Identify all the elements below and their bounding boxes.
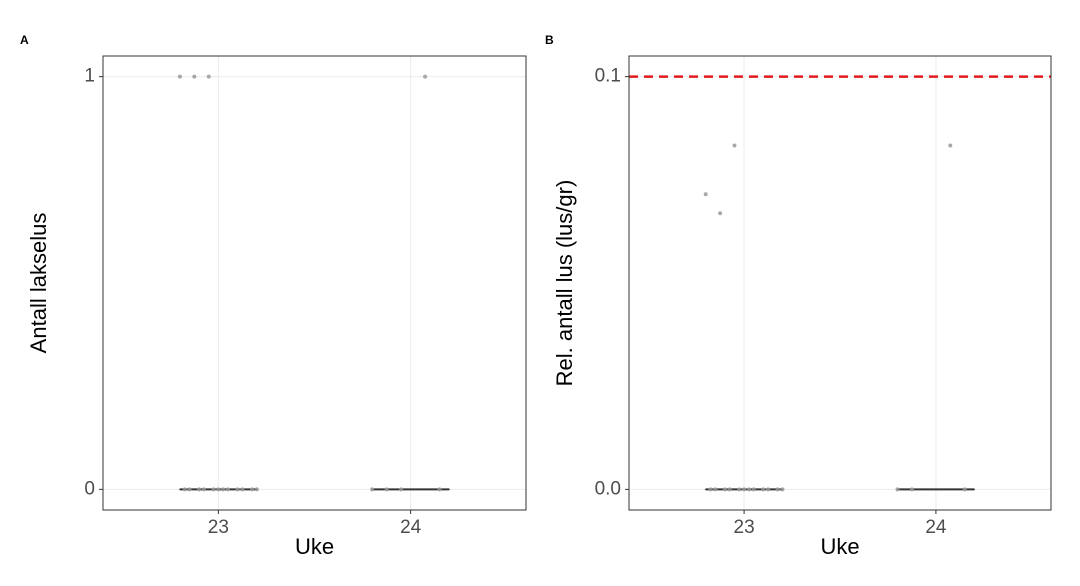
x-tick-label: 24 [925, 517, 947, 538]
data-point [370, 487, 375, 492]
y-tick-label: 0.0 [595, 478, 621, 499]
plot-background [629, 56, 1051, 510]
data-point [948, 143, 953, 148]
x-tick-label: 24 [400, 517, 422, 538]
data-point [254, 487, 259, 492]
y-tick-label: 1 [84, 66, 95, 87]
data-point [713, 487, 718, 492]
plot-background [103, 56, 526, 510]
data-point [909, 487, 914, 492]
x-axis-title: Uke [295, 534, 334, 559]
panel-tag: A [20, 33, 29, 47]
data-point [703, 192, 708, 197]
y-axis-title: Rel. antall lus (lus/gr) [552, 180, 577, 387]
data-point [206, 74, 211, 79]
data-point [751, 487, 756, 492]
data-point [187, 487, 192, 492]
data-point [732, 143, 737, 148]
data-point [384, 487, 389, 492]
y-tick-label: 0 [84, 478, 95, 499]
data-point [399, 487, 404, 492]
data-point [895, 487, 900, 492]
data-point [423, 74, 428, 79]
y-tick-label: 0.1 [595, 66, 621, 87]
data-point [746, 487, 751, 492]
data-point [182, 487, 187, 492]
y-axis-title: Antall lakselus [26, 213, 51, 354]
data-point [211, 487, 216, 492]
x-axis-title: Uke [820, 534, 859, 559]
data-point [192, 74, 197, 79]
data-point [216, 487, 221, 492]
x-tick-label: 23 [208, 517, 229, 538]
data-point [727, 487, 732, 492]
data-point [742, 487, 747, 492]
data-point [722, 487, 727, 492]
data-point [775, 487, 780, 492]
data-point [718, 211, 723, 216]
data-point [437, 487, 442, 492]
data-point [201, 487, 206, 492]
data-point [962, 487, 967, 492]
data-point [235, 487, 240, 492]
data-point [197, 487, 202, 492]
data-point [240, 487, 245, 492]
data-point [221, 487, 226, 492]
data-point [766, 487, 771, 492]
data-point [780, 487, 785, 492]
x-tick-label: 23 [734, 517, 755, 538]
plot-border [102, 55, 527, 511]
data-point [250, 487, 255, 492]
plot-border [628, 55, 1052, 511]
data-point [761, 487, 766, 492]
data-point [737, 487, 742, 492]
data-point [177, 74, 182, 79]
data-point [708, 487, 713, 492]
data-point [225, 487, 230, 492]
panel-tag: B [545, 33, 554, 47]
